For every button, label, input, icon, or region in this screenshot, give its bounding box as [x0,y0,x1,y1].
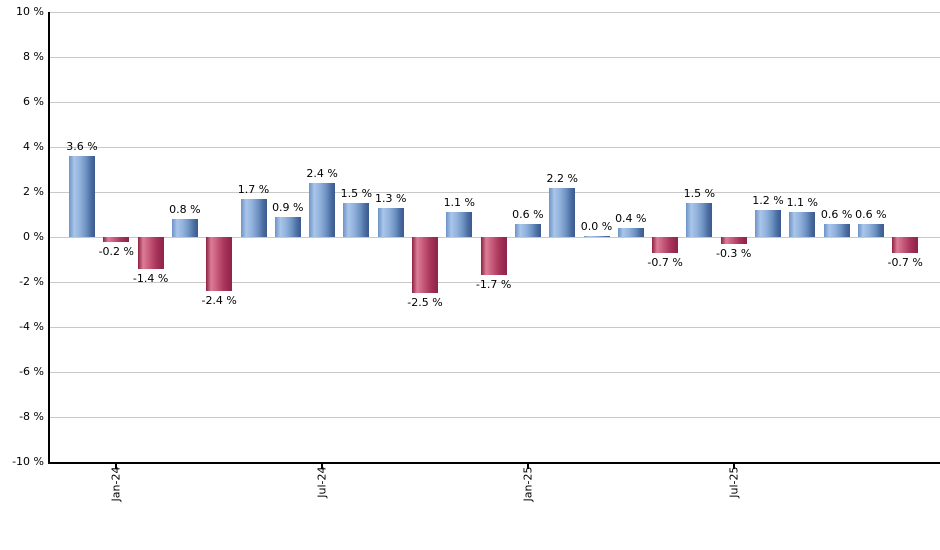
y-axis-tick-label: -8 % [19,410,44,423]
bar[interactable] [755,210,781,237]
bar[interactable] [720,237,747,244]
bar[interactable] [377,207,404,237]
bar-value-label: 0.4 % [615,212,647,225]
bar-value-label: -1.4 % [132,271,169,285]
bar[interactable] [309,183,336,237]
bar[interactable] [686,203,713,237]
bar-value-label: 1.7 % [237,182,270,196]
bar-value-label: -0.7 % [647,255,683,269]
gridline [49,102,940,103]
y-axis-tick-label: 4 % [23,140,44,153]
y-axis-tick-label: -10 % [12,455,44,468]
bar[interactable] [446,212,473,237]
bar[interactable] [514,223,541,237]
y-axis-tick-label: 6 % [23,95,44,108]
y-axis-tick-label: -6 % [19,365,44,378]
bar-value-label: 0.0 % [580,219,613,233]
y-axis-tick-label: 10 % [16,5,44,18]
bar-value-label: 2.4 % [306,167,338,180]
bar-value-label: -2.5 % [407,296,443,310]
gridline [49,12,940,13]
bar[interactable] [103,237,130,242]
bar[interactable] [789,212,816,237]
bar-value-label: 0.6 % [512,207,544,221]
bar-value-label: -1.7 % [475,278,512,292]
bar-value-label: -0.7 % [887,255,923,269]
bar-value-label: 1.3 % [374,191,407,205]
bar-value-label: 0.9 % [272,200,304,214]
bar-value-label: 2.2 % [546,171,578,185]
bar[interactable] [206,237,233,291]
bar[interactable] [823,223,850,237]
bar[interactable] [857,223,884,237]
bar-value-label: 1.2 % [752,194,784,207]
bar[interactable] [583,235,610,237]
bar-value-label: -0.2 % [98,244,134,258]
bar[interactable] [549,187,576,237]
gridline [49,417,940,418]
bar[interactable] [892,237,919,253]
bar-value-label: 1.5 % [340,187,373,201]
bar[interactable] [343,203,370,237]
gridline [49,327,940,328]
gridline [49,192,940,193]
y-axis-tick-label: 2 % [23,185,44,198]
bar-value-label: 0.8 % [169,203,201,216]
x-axis-tick-label: Jul-25 [727,466,741,498]
x-axis-tick-label: Jan-24 [109,466,123,502]
bar[interactable] [69,156,95,237]
bar-value-label: -2.4 % [201,294,237,307]
bar[interactable] [480,237,507,276]
x-axis-tick-label: Jul-24 [315,466,329,498]
y-axis-line [48,12,50,464]
bar[interactable] [412,237,438,294]
bar[interactable] [240,198,267,237]
x-axis-line [48,462,940,464]
bar-value-label: -0.3 % [715,246,752,260]
x-axis-tick [115,464,118,469]
bar-value-label: 1.1 % [443,196,476,210]
y-axis-tick-label: -4 % [19,320,44,333]
bar-value-label: 0.6 % [855,207,887,221]
gridline [49,372,940,373]
bar[interactable] [652,237,679,253]
bar[interactable] [274,216,301,237]
bar-value-label: 1.1 % [786,196,819,210]
gridline [49,147,940,148]
bar-value-label: 3.6 % [66,140,98,153]
bar[interactable] [171,219,198,237]
y-axis-tick-label: -2 % [19,275,44,288]
bar[interactable] [137,237,164,269]
y-axis-tick-label: 0 % [23,230,44,243]
bar-value-label: 1.5 % [683,187,716,201]
gridline [49,282,940,283]
x-axis-tick [526,464,529,469]
x-axis-tick [732,464,735,469]
x-axis-tick [321,464,324,469]
bar-value-label: 0.6 % [820,207,853,221]
y-axis-tick-label: 8 % [23,50,44,63]
bar[interactable] [617,228,644,237]
gridline [49,57,940,58]
x-axis-tick-label: Jan-25 [521,466,535,502]
